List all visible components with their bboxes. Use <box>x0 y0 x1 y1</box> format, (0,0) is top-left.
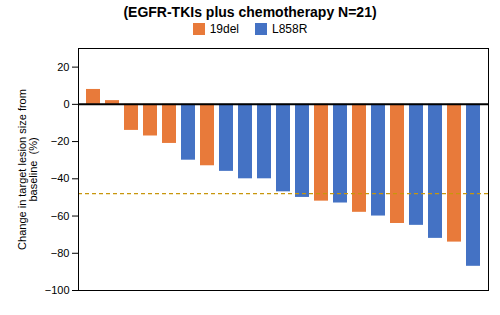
html-text:(EGFR-TKIs plus chemotherapy N: (EGFR-TKIs plus chemotherapy N=21) <box>123 4 377 20</box>
svg-text:−100: −100 <box>45 284 70 296</box>
svg-text:20: 20 <box>57 61 69 73</box>
html-text:L858R: L858R <box>272 22 308 36</box>
html-text:19del: 19del <box>209 22 239 36</box>
svg-text:−20: −20 <box>51 135 70 147</box>
svg-text:Change in target lesion size f: Change in target lesion size frombaselin… <box>16 89 39 250</box>
svg-text:−80: −80 <box>51 247 70 259</box>
svg-text:−60: −60 <box>51 210 70 222</box>
svg-text:−40: −40 <box>51 172 70 184</box>
svg-text:0: 0 <box>63 98 69 110</box>
